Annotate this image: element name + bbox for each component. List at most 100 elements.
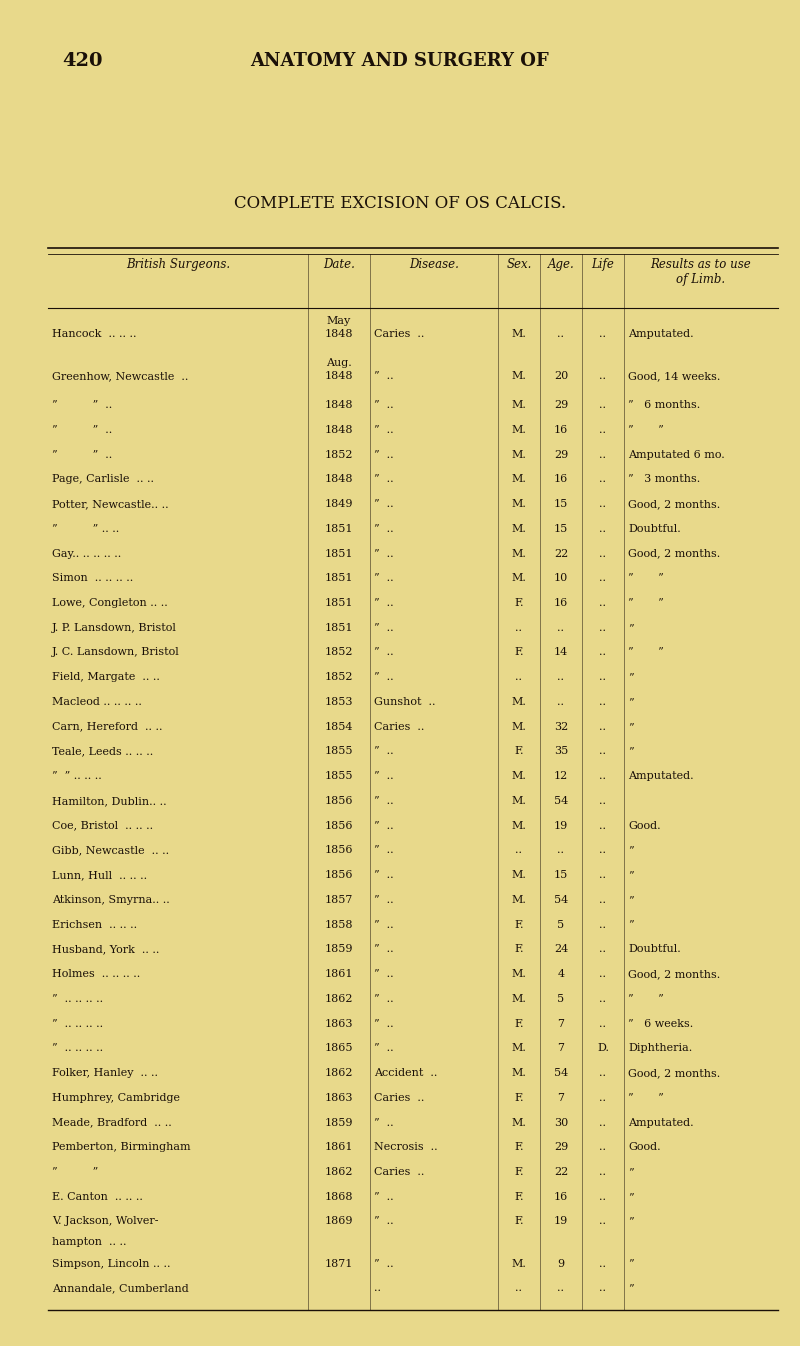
Text: ”  ..: ” .. [374,945,394,954]
Text: ”  ..: ” .. [374,1043,394,1054]
Text: ”  ..: ” .. [374,895,394,905]
Text: ”          ”  ..: ” ” .. [52,450,112,459]
Text: ..: .. [599,524,606,534]
Text: ”: ” [628,672,634,682]
Text: Field, Margate  .. ..: Field, Margate .. .. [52,672,160,682]
Text: ..: .. [599,845,606,856]
Text: ..: .. [599,371,606,381]
Text: Amputated.: Amputated. [628,771,694,781]
Text: 19: 19 [554,1217,568,1226]
Text: Simpson, Lincoln .. ..: Simpson, Lincoln .. .. [52,1259,170,1268]
Text: F.: F. [514,1093,524,1102]
Text: M.: M. [511,795,526,806]
Text: Amputated 6 mo.: Amputated 6 mo. [628,450,725,459]
Text: ”: ” [628,895,634,905]
Text: M.: M. [511,1067,526,1078]
Text: 420: 420 [62,52,102,70]
Text: Macleod .. .. .. ..: Macleod .. .. .. .. [52,697,142,707]
Text: M.: M. [511,474,526,485]
Text: 1861: 1861 [325,1143,354,1152]
Text: 1859: 1859 [325,945,354,954]
Text: ..: .. [558,623,565,633]
Text: ..: .. [599,1259,606,1268]
Text: ”  ..: ” .. [374,1019,394,1028]
Text: 30: 30 [554,1117,568,1128]
Text: ..: .. [558,330,565,339]
Text: ..: .. [599,647,606,657]
Text: ..: .. [558,672,565,682]
Text: F.: F. [514,919,524,930]
Text: ”  .. .. .. ..: ” .. .. .. .. [52,993,103,1004]
Text: Teale, Leeds .. .. ..: Teale, Leeds .. .. .. [52,747,154,756]
Text: 1856: 1856 [325,870,354,880]
Text: 19: 19 [554,821,568,830]
Text: ”  .. .. .. ..: ” .. .. .. .. [52,1019,103,1028]
Text: Age.: Age. [548,258,574,271]
Text: ..: .. [599,1283,606,1294]
Text: ..: .. [599,598,606,608]
Text: F.: F. [514,1143,524,1152]
Text: 1858: 1858 [325,919,354,930]
Text: 32: 32 [554,721,568,732]
Text: 1852: 1852 [325,647,354,657]
Text: Caries  ..: Caries .. [374,721,424,732]
Text: Amputated.: Amputated. [628,1117,694,1128]
Text: 1857: 1857 [325,895,353,905]
Text: M.: M. [511,1259,526,1268]
Text: 54: 54 [554,895,568,905]
Text: 16: 16 [554,1191,568,1202]
Text: Good, 2 months.: Good, 2 months. [628,1067,720,1078]
Text: 1855: 1855 [325,747,354,756]
Text: 1851: 1851 [325,598,354,608]
Text: ”       ”: ” ” [628,425,664,435]
Text: British Surgeons.: British Surgeons. [126,258,230,271]
Text: Doubtful.: Doubtful. [628,945,681,954]
Text: ”   3 months.: ” 3 months. [628,474,700,485]
Text: 1851: 1851 [325,524,354,534]
Text: ..: .. [515,1283,522,1294]
Text: Results as to use
of Limb.: Results as to use of Limb. [650,258,751,285]
Text: 1863: 1863 [325,1093,354,1102]
Text: Gibb, Newcastle  .. ..: Gibb, Newcastle .. .. [52,845,169,856]
Text: 1862: 1862 [325,1067,354,1078]
Text: 1856: 1856 [325,845,354,856]
Text: 29: 29 [554,450,568,459]
Text: ”: ” [628,1167,634,1176]
Text: ”   6 months.: ” 6 months. [628,400,700,411]
Text: M.: M. [511,499,526,509]
Text: Caries  ..: Caries .. [374,1167,424,1176]
Text: Folker, Hanley  .. ..: Folker, Hanley .. .. [52,1067,158,1078]
Text: M.: M. [511,425,526,435]
Text: ”  ..: ” .. [374,771,394,781]
Text: Necrosis  ..: Necrosis .. [374,1143,438,1152]
Text: ..: .. [599,1093,606,1102]
Text: ..: .. [599,1191,606,1202]
Text: 7: 7 [558,1019,565,1028]
Text: Erichsen  .. .. ..: Erichsen .. .. .. [52,919,137,930]
Text: M.: M. [511,870,526,880]
Text: ..: .. [599,771,606,781]
Text: ”       ”: ” ” [628,598,664,608]
Text: ”: ” [628,747,634,756]
Text: ..: .. [558,845,565,856]
Text: ”  ..: ” .. [374,371,394,381]
Text: Greenhow, Newcastle  ..: Greenhow, Newcastle .. [52,371,188,381]
Text: ..: .. [599,993,606,1004]
Text: ..: .. [599,895,606,905]
Text: Meade, Bradford  .. ..: Meade, Bradford .. .. [52,1117,172,1128]
Text: 1871: 1871 [325,1259,353,1268]
Text: ”: ” [628,697,634,707]
Text: M.: M. [511,371,526,381]
Text: ..: .. [599,697,606,707]
Text: M.: M. [511,993,526,1004]
Text: 16: 16 [554,474,568,485]
Text: 15: 15 [554,499,568,509]
Text: M.: M. [511,1043,526,1054]
Text: F.: F. [514,945,524,954]
Text: ”: ” [628,1259,634,1268]
Text: F.: F. [514,1191,524,1202]
Text: 35: 35 [554,747,568,756]
Text: ..: .. [599,672,606,682]
Text: ”  ..: ” .. [374,573,394,583]
Text: ..: .. [558,1283,565,1294]
